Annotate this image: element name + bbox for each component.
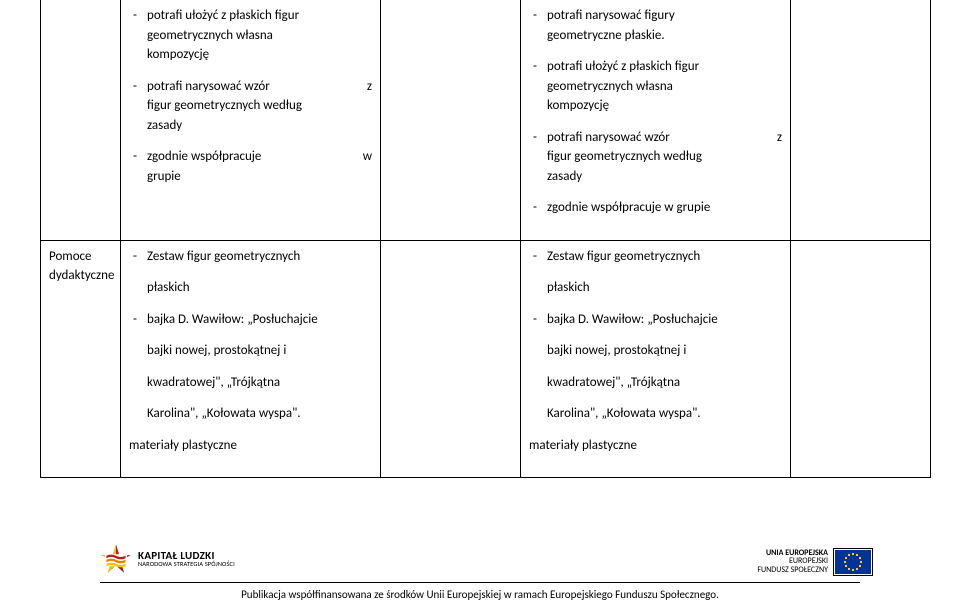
footer-divider	[100, 582, 860, 583]
list-item: potrafi narysować wzórzfigur geometryczn…	[129, 77, 372, 136]
list-item-line: potrafi ułożyć z płaskich figur	[547, 57, 782, 77]
list-item-line: geometrycznych własna	[547, 77, 782, 97]
list-item: potrafi narysować figurygeometryczne pła…	[529, 6, 782, 45]
table-row: Pomoce dydaktyczne Zestaw figur geometry…	[41, 240, 931, 478]
tail-text: materiały plastyczne	[129, 436, 372, 456]
list-item: bajka D. Wawiłow: „Posłuchajcie	[129, 310, 372, 330]
logo-kapital-ludzki: KAPITAŁ LUDZKI NARODOWA STRATEGIA SPÓJNO…	[100, 543, 235, 575]
list-item-line: grupie	[147, 167, 372, 187]
list-item: potrafi narysować wzórzfigur geometryczn…	[529, 128, 782, 187]
list-item-line: zasady	[147, 116, 372, 136]
logo-left-subtitle: NARODOWA STRATEGIA SPÓJNOŚCI	[138, 561, 235, 568]
list-item-cont: Karolina", „Kołowata wyspa".	[129, 404, 372, 424]
cell-r2-c0: Pomoce dydaktyczne	[41, 240, 121, 478]
list-item-line: zasady	[547, 167, 782, 187]
list-item-line: figur geometrycznych według	[147, 96, 372, 116]
list-item-cont: płaskich	[129, 278, 372, 298]
cell-r1-c0	[41, 0, 121, 240]
footer-caption: Publikacja współfinansowana ze środków U…	[0, 588, 960, 601]
list-item-cont: kwadratowej", „Trójkątna	[129, 373, 372, 393]
cell-r1-c3: potrafi narysować figurygeometryczne pła…	[521, 0, 791, 240]
list-item: zgodnie współpracuje w grupie	[529, 198, 782, 218]
list-item-line: kompozycję	[147, 45, 372, 65]
list-item-cont: kwadratowej", „Trójkątna	[529, 373, 782, 393]
list-item-line: potrafi narysować wzórz	[147, 77, 372, 97]
list-item: potrafi ułożyć z płaskich figurgeometryc…	[129, 6, 372, 65]
list-r2-c1: Zestaw figur geometrycznych	[129, 247, 372, 267]
list-item: bajka D. Wawiłow: „Posłuchajcie	[529, 310, 782, 330]
list-r2-c1-b: bajka D. Wawiłow: „Posłuchajcie	[129, 310, 372, 330]
list-item: Zestaw figur geometrycznych	[129, 247, 372, 267]
cell-r2-c2	[381, 240, 521, 478]
cell-r1-c2	[381, 0, 521, 240]
list-item-text: bajka D. Wawiłow: „Posłuchajcie	[147, 312, 318, 327]
list-item-cont: Karolina", „Kołowata wyspa".	[529, 404, 782, 424]
content-table: potrafi ułożyć z płaskich figurgeometryc…	[40, 0, 931, 478]
list-r2-c3-b: bajka D. Wawiłow: „Posłuchajcie	[529, 310, 782, 330]
tail-text: materiały plastyczne	[529, 436, 782, 456]
list-item-line: zgodnie współpracujew	[147, 147, 372, 167]
star-icon	[100, 543, 132, 575]
list-r2-c3: Zestaw figur geometrycznych	[529, 247, 782, 267]
row-label-line2: dydaktyczne	[49, 266, 112, 286]
page: potrafi ułożyć z płaskich figurgeometryc…	[0, 0, 960, 613]
logo-right-sub2: FUNDUSZ SPOŁECZNY	[757, 566, 828, 575]
list-item-line: zgodnie współpracuje w grupie	[547, 198, 782, 218]
list-r1-c1: potrafi ułożyć z płaskich figurgeometryc…	[129, 6, 372, 186]
logo-left-text: KAPITAŁ LUDZKI NARODOWA STRATEGIA SPÓJNO…	[138, 550, 235, 568]
list-item: potrafi ułożyć z płaskich figurgeometryc…	[529, 57, 782, 116]
list-item: Zestaw figur geometrycznych	[529, 247, 782, 267]
cell-r1-c4	[791, 0, 931, 240]
eu-flag-icon	[834, 549, 872, 575]
footer: KAPITAŁ LUDZKI NARODOWA STRATEGIA SPÓJNO…	[0, 535, 960, 605]
list-item-text: bajka D. Wawiłow: „Posłuchajcie	[547, 312, 718, 327]
list-r1-c3: potrafi narysować figurygeometryczne pła…	[529, 6, 782, 218]
list-item-cont: płaskich	[529, 278, 782, 298]
list-item-line: potrafi ułożyć z płaskich figur	[147, 6, 372, 26]
list-item-line: kompozycję	[547, 96, 782, 116]
table-row: potrafi ułożyć z płaskich figurgeometryc…	[41, 0, 931, 240]
list-item-text: Zestaw figur geometrycznych	[147, 249, 300, 264]
list-item-text: Zestaw figur geometrycznych	[547, 249, 700, 264]
logo-eu: UNIA EUROPEJSKA EUROPEJSKI FUNDUSZ SPOŁE…	[757, 549, 872, 575]
list-item-line: geometryczne płaskie.	[547, 26, 782, 46]
list-item-cont: bajki nowej, prostokątnej i	[529, 341, 782, 361]
cell-r1-c1: potrafi ułożyć z płaskich figurgeometryc…	[121, 0, 381, 240]
cell-r2-c4	[791, 240, 931, 478]
list-item: zgodnie współpracujewgrupie	[129, 147, 372, 186]
list-item-cont: bajki nowej, prostokątnej i	[129, 341, 372, 361]
list-item-line: geometrycznych własna	[147, 26, 372, 46]
logo-right-text: UNIA EUROPEJSKA EUROPEJSKI FUNDUSZ SPOŁE…	[757, 549, 828, 575]
cell-r2-c3: Zestaw figur geometrycznych płaskich baj…	[521, 240, 791, 478]
list-item-line: potrafi narysować wzórz	[547, 128, 782, 148]
list-item-line: potrafi narysować figury	[547, 6, 782, 26]
cell-r2-c1: Zestaw figur geometrycznych płaskich baj…	[121, 240, 381, 478]
list-item-line: figur geometrycznych według	[547, 147, 782, 167]
row-label-line1: Pomoce	[49, 247, 112, 267]
